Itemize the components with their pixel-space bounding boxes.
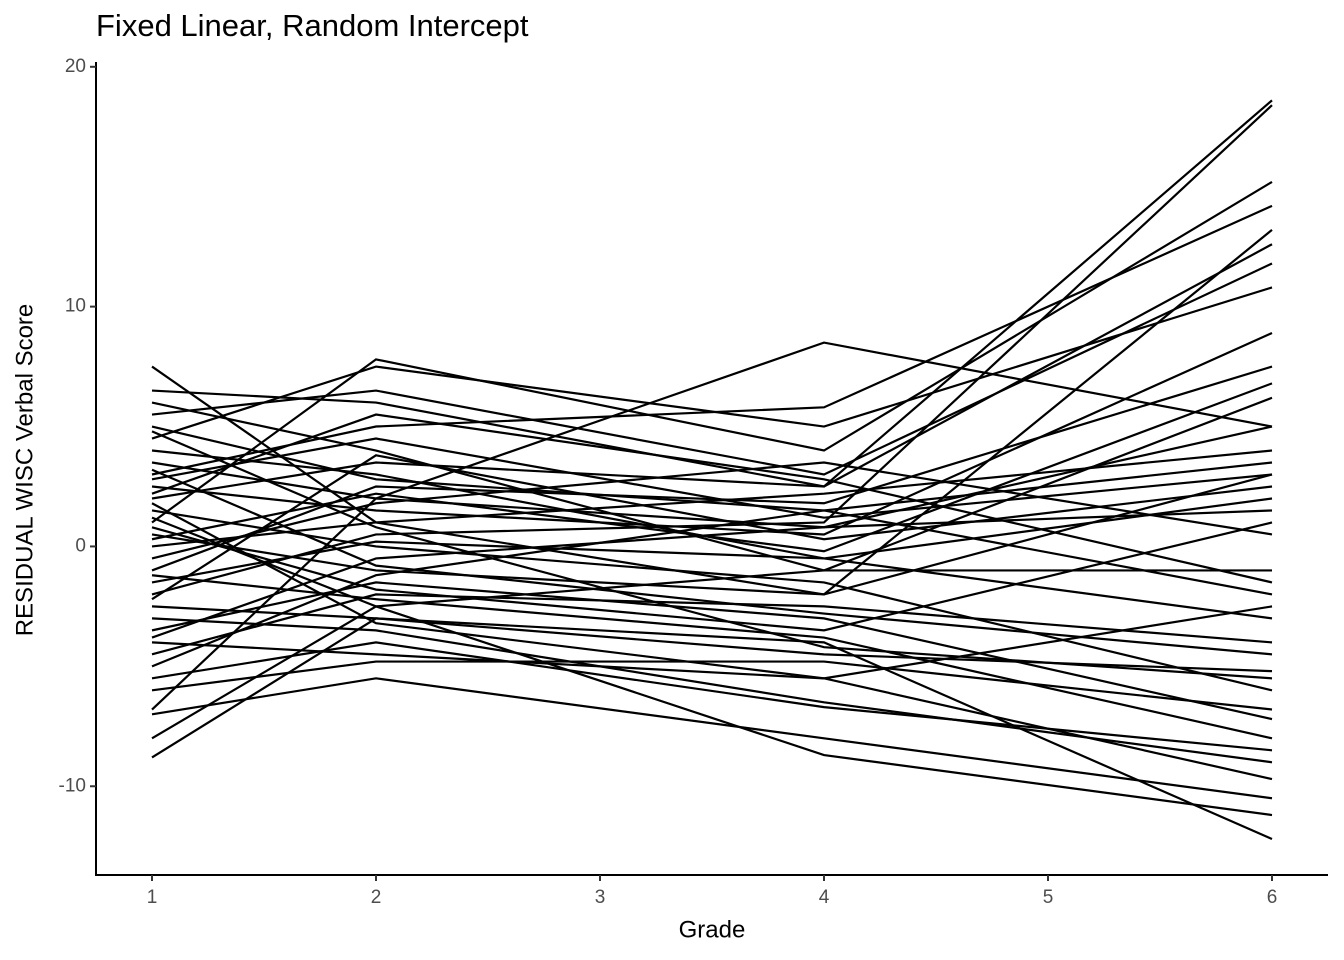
series-line xyxy=(151,461,1273,668)
series-line xyxy=(151,262,1273,476)
series-line xyxy=(151,180,1273,524)
series-line xyxy=(151,449,1273,620)
series-line xyxy=(151,425,1273,596)
x-tick-label: 6 xyxy=(1267,887,1278,908)
y-tick-label: 20 xyxy=(65,56,86,77)
series-line xyxy=(151,677,1273,800)
y-tick-label: 0 xyxy=(75,535,86,556)
series-line xyxy=(151,425,1273,529)
series-line xyxy=(151,413,1273,584)
series-line xyxy=(151,461,1273,560)
series-line xyxy=(151,521,1273,632)
x-tick-label: 2 xyxy=(371,887,382,908)
y-axis-label: RESIDUAL WISC Verbal Score xyxy=(11,304,38,637)
series-line xyxy=(151,365,1273,596)
series-line xyxy=(151,341,1273,711)
series-line xyxy=(151,99,1273,488)
series-line xyxy=(151,593,1273,656)
y-tick-label: 10 xyxy=(65,296,86,317)
x-axis-label: Grade xyxy=(679,916,746,943)
series-line xyxy=(151,396,1273,572)
series-line xyxy=(151,468,1273,656)
x-tick-label: 5 xyxy=(1043,887,1054,908)
series-line xyxy=(151,617,1273,841)
series-line xyxy=(151,204,1273,476)
series-line xyxy=(151,437,1273,519)
series-line xyxy=(151,660,1273,711)
x-tick-label: 4 xyxy=(819,887,830,908)
series-line xyxy=(151,449,1273,548)
x-tick-label: 1 xyxy=(147,887,158,908)
series-line xyxy=(151,574,1273,740)
series-line xyxy=(151,502,1273,680)
series-line xyxy=(151,641,1273,781)
series-line xyxy=(151,382,1273,553)
series-line xyxy=(151,641,1273,752)
y-tick-label: -10 xyxy=(59,775,86,796)
x-tick-label: 3 xyxy=(595,887,606,908)
series-line xyxy=(151,229,1273,596)
chart-title: Fixed Linear, Random Intercept xyxy=(96,8,529,43)
series-line xyxy=(151,454,1273,601)
series-line xyxy=(151,430,1273,680)
series-line xyxy=(151,605,1273,817)
series-line xyxy=(151,286,1273,440)
